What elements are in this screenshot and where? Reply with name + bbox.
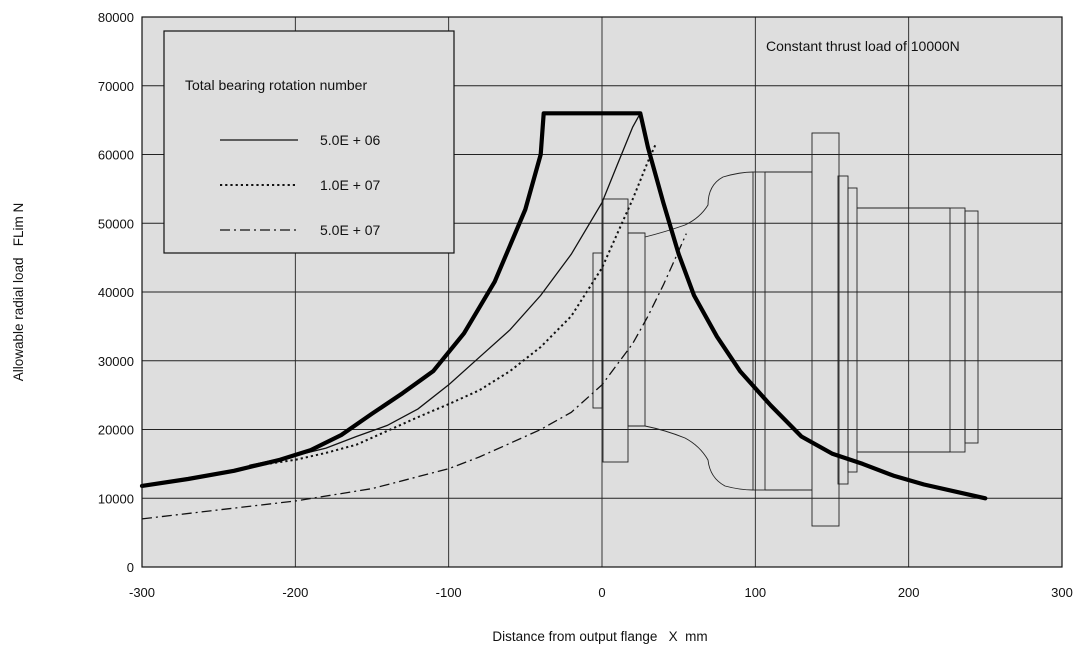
- y-tick-label: 0: [127, 560, 134, 575]
- y-tick-label: 30000: [98, 354, 134, 369]
- x-tick-label: -300: [129, 585, 155, 600]
- x-tick-label: 100: [744, 585, 766, 600]
- legend-entry-label: 1.0E + 07: [320, 177, 381, 193]
- plot-frame: [141, 16, 1063, 568]
- drawing-part: [964, 210, 979, 444]
- x-tick-label: 300: [1051, 585, 1073, 600]
- annotation-text: Constant thrust load of 10000N: [766, 38, 960, 54]
- legend-entry-label: 5.0E + 06: [320, 132, 381, 148]
- drawing-part: [811, 132, 840, 527]
- drawing-part: [847, 187, 858, 473]
- y-axis-label: Allowable radial load FLim N: [11, 203, 26, 382]
- legend-title: Total bearing rotation number: [185, 77, 367, 93]
- drawing-part: [592, 252, 603, 409]
- x-tick-label: -100: [436, 585, 462, 600]
- drawing-part: [752, 171, 766, 491]
- series-line-2: [249, 143, 657, 468]
- y-tick-label: 20000: [98, 423, 134, 438]
- tick-labels: -300 -200 -100 0 100 200 300 0 10000 20000 30000 40…: [98, 10, 1073, 600]
- y-tick-label: 70000: [98, 79, 134, 94]
- x-axis-label: Distance from output flange X mm: [492, 629, 707, 644]
- y-tick-label: 50000: [98, 216, 134, 231]
- x-tick-label: 200: [898, 585, 920, 600]
- x-tick-label: 0: [598, 585, 605, 600]
- series-layer: [139, 111, 988, 520]
- y-tick-label: 60000: [98, 148, 134, 163]
- drawing-outline: [644, 425, 754, 491]
- y-tick-label: 10000: [98, 491, 134, 506]
- gearbox-outline-drawing: [592, 132, 979, 527]
- series-line-3: [141, 233, 687, 520]
- series-line-1: [249, 112, 641, 466]
- series-line-4: [139, 111, 988, 501]
- legend-box: [163, 30, 455, 254]
- y-tick-label: 40000: [98, 285, 134, 300]
- y-tick-label: 80000: [98, 10, 134, 25]
- x-tick-label: -200: [282, 585, 308, 600]
- legend-entry-label: 5.0E + 07: [320, 222, 381, 238]
- legend: Total bearing rotation number 5.0E + 06 1…: [163, 30, 455, 254]
